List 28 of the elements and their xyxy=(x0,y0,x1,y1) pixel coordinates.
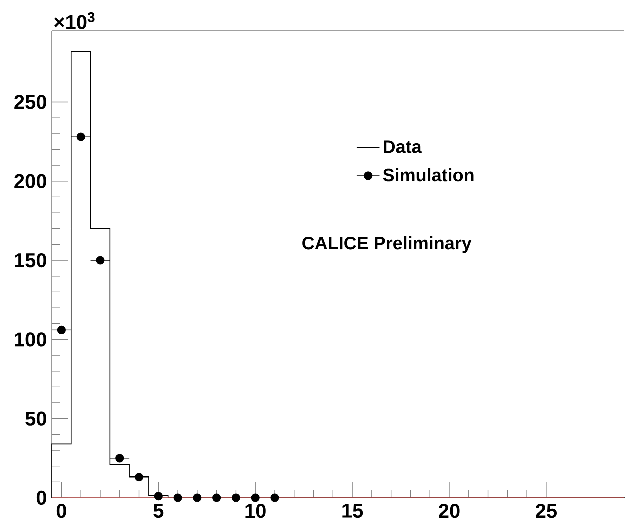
point xyxy=(57,326,66,334)
point xyxy=(251,494,260,502)
y-tick-label: 0 xyxy=(36,490,46,506)
point xyxy=(76,132,86,142)
annotation: CALICE Preliminary xyxy=(302,236,472,254)
y-tick-label: 250 xyxy=(14,95,46,110)
y-tick-label: 100 xyxy=(15,332,46,347)
x-tick-label: 10 xyxy=(246,504,266,518)
point xyxy=(96,256,105,265)
point xyxy=(174,494,182,502)
y-tick-label: 150 xyxy=(15,253,46,268)
point xyxy=(232,494,240,502)
y-tick-label: 200 xyxy=(14,174,46,188)
legend-label: Simulation xyxy=(383,168,474,182)
point xyxy=(193,494,202,502)
point xyxy=(116,454,124,463)
point xyxy=(212,494,222,502)
y-tick-label: 50 xyxy=(26,412,46,426)
x-tick-label: 5 xyxy=(154,504,164,518)
text: ×10$^{3}$ xyxy=(54,12,95,30)
point xyxy=(154,492,163,501)
point xyxy=(134,473,144,482)
x-tick-label: 0 xyxy=(56,504,66,518)
x-tick-label: 25 xyxy=(536,504,557,518)
x-tick-label: 20 xyxy=(439,504,460,518)
point xyxy=(270,494,280,502)
legend-label: Data xyxy=(384,140,422,154)
x-tick-label: 15 xyxy=(342,504,364,518)
